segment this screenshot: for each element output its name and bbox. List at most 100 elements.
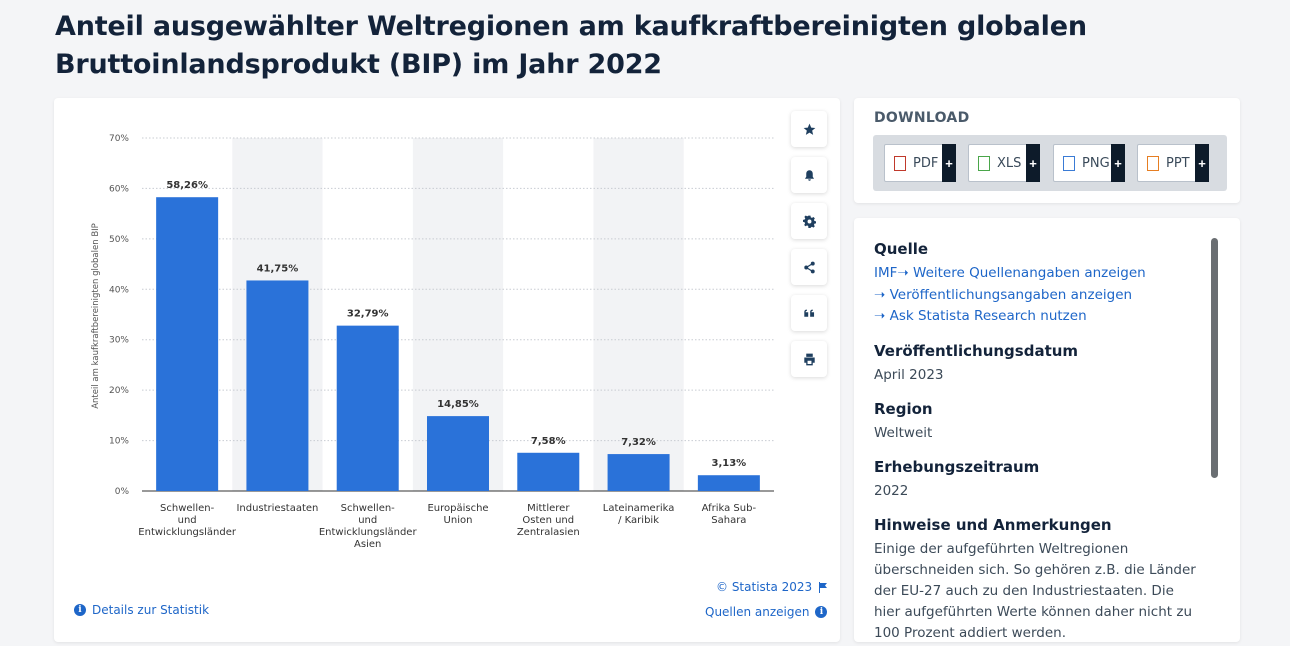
data-label: 58,26% bbox=[166, 180, 208, 191]
data-label: 41,75% bbox=[257, 263, 299, 274]
favorite-button[interactable] bbox=[791, 111, 827, 147]
pubdate-heading: Veröffentlichungsdatum bbox=[874, 341, 1079, 360]
xls-file-icon bbox=[978, 155, 990, 171]
x-tick-label: Europäische bbox=[427, 503, 488, 514]
sources-link-label: Quellen anzeigen bbox=[705, 605, 810, 619]
ask-research-link[interactable]: ➝ Ask Statista Research nutzen bbox=[874, 306, 1204, 328]
x-tick-label: / Karibik bbox=[618, 515, 659, 526]
bar-chart: 0% 10% 20% 30% 40% 50% 60% 70% Anteil am kaufkra… bbox=[91, 134, 774, 550]
share-button[interactable] bbox=[791, 249, 827, 285]
y-tick-label: 10% bbox=[109, 437, 129, 447]
x-tick-label: und bbox=[358, 515, 377, 526]
y-tick-label: 70% bbox=[109, 134, 129, 144]
x-tick-label: Union bbox=[444, 515, 473, 526]
source-heading: Quelle bbox=[874, 240, 929, 258]
download-pdf-plus: + bbox=[942, 144, 956, 182]
download-pdf-label: PDF bbox=[913, 155, 939, 171]
bar bbox=[336, 325, 399, 491]
bar bbox=[427, 416, 489, 491]
region-value: Weltweit bbox=[874, 424, 933, 441]
copyright-link[interactable]: © Statista 2023 bbox=[716, 580, 828, 594]
y-tick-label: 0% bbox=[115, 487, 130, 497]
cite-button[interactable] bbox=[791, 295, 827, 331]
notification-button[interactable] bbox=[791, 157, 827, 193]
page-title: Anteil ausgewählter Weltregionen am kauf… bbox=[55, 11, 1087, 80]
download-xls-plus: + bbox=[1026, 144, 1040, 182]
scrollbar-thumb[interactable] bbox=[1211, 238, 1218, 478]
x-tick-label: Industriestaaten bbox=[236, 503, 318, 514]
period-value: 2022 bbox=[874, 482, 909, 499]
publication-info-label: Veröffentlichungsangaben anzeigen bbox=[889, 286, 1133, 303]
y-tick-label: 30% bbox=[109, 336, 129, 346]
bar bbox=[607, 454, 670, 491]
x-tick-label: Zentralasien bbox=[517, 527, 580, 538]
download-ppt-button[interactable]: PPT + bbox=[1137, 144, 1209, 182]
download-png-label: PNG bbox=[1082, 155, 1110, 171]
period-heading: Erhebungszeitraum bbox=[874, 457, 1040, 476]
info-icon: i bbox=[815, 606, 828, 618]
flag-icon bbox=[819, 581, 828, 593]
y-tick-label: 60% bbox=[109, 184, 129, 194]
scrollbar[interactable] bbox=[1211, 238, 1218, 622]
print-icon bbox=[803, 353, 815, 365]
data-label: 32,79% bbox=[347, 309, 389, 320]
arrow-right-icon: ➝ bbox=[874, 308, 890, 324]
png-file-icon bbox=[1063, 155, 1075, 171]
quote-icon bbox=[803, 309, 814, 317]
chart-card: 0% 10% 20% 30% 40% 50% 60% 70% Anteil am kaufkra… bbox=[54, 98, 840, 642]
notes-heading: Hinweise und Anmerkungen bbox=[874, 515, 1112, 534]
details-link-label: Details zur Statistik bbox=[92, 603, 210, 617]
star-icon bbox=[803, 123, 815, 135]
download-png-button[interactable]: PNG + bbox=[1053, 144, 1125, 182]
print-button[interactable] bbox=[791, 341, 827, 377]
data-label: 7,58% bbox=[531, 436, 566, 447]
y-tick-label: 50% bbox=[109, 235, 129, 245]
bell-icon bbox=[804, 169, 814, 181]
download-xls-button[interactable]: XLS + bbox=[968, 144, 1040, 182]
pubdate-value: April 2023 bbox=[874, 366, 944, 383]
bar bbox=[156, 197, 219, 492]
download-png-plus: + bbox=[1111, 144, 1125, 182]
download-xls-label: XLS bbox=[997, 155, 1022, 171]
pdf-file-icon bbox=[894, 155, 906, 171]
notes-text: Einige der aufgeführten Weltregionen übe… bbox=[874, 540, 1196, 641]
download-ppt-plus: + bbox=[1195, 144, 1209, 182]
x-tick-label: und bbox=[178, 515, 197, 526]
x-tick-label: Schwellen- bbox=[341, 503, 396, 514]
data-label: 3,13% bbox=[712, 458, 747, 469]
x-tick-label: Asien bbox=[354, 539, 381, 550]
copyright-text: © Statista 2023 bbox=[716, 580, 813, 594]
bar bbox=[697, 475, 760, 491]
download-pdf-button[interactable]: PDF + bbox=[884, 144, 956, 182]
x-tick-label: Mittlerer bbox=[527, 503, 570, 514]
x-tick-label: Entwicklungsländer bbox=[319, 527, 418, 538]
column-band bbox=[593, 138, 684, 491]
download-title: DOWNLOAD bbox=[874, 110, 970, 126]
settings-button[interactable] bbox=[791, 203, 827, 239]
x-tick-label: Schwellen- bbox=[160, 503, 215, 514]
x-tick-label: Lateinamerika bbox=[603, 503, 675, 514]
bar bbox=[517, 452, 580, 491]
ppt-file-icon bbox=[1147, 155, 1159, 171]
y-axis-label: Anteil am kaufkraftbereinigten globalen … bbox=[91, 223, 101, 409]
x-tick-label: Osten und bbox=[522, 515, 574, 526]
ask-research-label: Ask Statista Research nutzen bbox=[889, 308, 1087, 324]
sources-link[interactable]: Quellen anzeigen i bbox=[705, 605, 828, 619]
download-ppt-label: PPT bbox=[1166, 155, 1190, 171]
details-link[interactable]: i Details zur Statistik bbox=[74, 603, 209, 617]
x-tick-label: Afrika Sub- bbox=[702, 503, 757, 514]
data-label: 14,85% bbox=[437, 399, 479, 410]
source-name: IMF bbox=[874, 265, 898, 281]
source-more-link[interactable]: IMF➝ Weitere Quellenangaben anzeigen bbox=[874, 263, 1204, 285]
info-icon: i bbox=[74, 604, 86, 616]
publication-info-link[interactable]: ➝ Veröffentlichungsangaben anzeigen bbox=[874, 285, 1204, 307]
y-tick-label: 20% bbox=[109, 386, 129, 396]
data-label: 7,32% bbox=[621, 437, 656, 448]
arrow-right-icon: ➝ bbox=[874, 286, 890, 303]
bar bbox=[246, 280, 309, 491]
source-more-label: Weitere Quellenangaben anzeigen bbox=[913, 265, 1146, 281]
download-button-strip: PDF + XLS + PNG + PPT + bbox=[873, 135, 1227, 191]
arrow-right-icon: ➝ bbox=[897, 265, 914, 281]
region-heading: Region bbox=[874, 399, 933, 418]
y-tick-label: 40% bbox=[109, 285, 129, 295]
